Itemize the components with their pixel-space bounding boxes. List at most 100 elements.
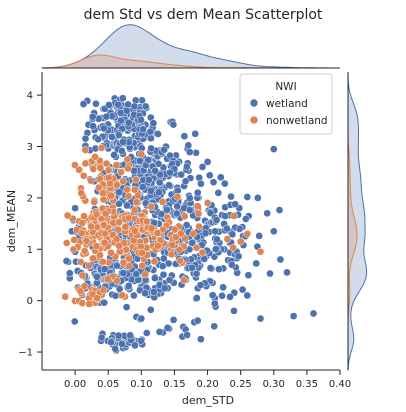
point-wetland	[137, 336, 145, 345]
point-wetland	[276, 255, 285, 264]
legend: NWI wetland nonwetland	[239, 73, 333, 135]
axes	[41, 67, 349, 371]
point-nonwetland	[99, 221, 108, 229]
point-wetland	[100, 298, 109, 307]
point-wetland	[169, 120, 178, 129]
right-density-wetland	[347, 71, 368, 371]
point-wetland	[146, 305, 155, 314]
point-wetland	[227, 192, 235, 201]
point-wetland	[154, 188, 163, 197]
point-wetland	[188, 263, 196, 272]
point-wetland	[126, 331, 135, 340]
point-nonwetland	[107, 191, 116, 200]
point-nonwetland	[170, 225, 179, 234]
point-nonwetland	[123, 185, 131, 194]
point-wetland	[130, 102, 139, 111]
point-nonwetland	[194, 209, 203, 218]
point-wetland	[210, 322, 219, 331]
point-wetland	[135, 156, 144, 165]
point-wetland	[160, 284, 169, 293]
point-wetland	[263, 209, 272, 218]
point-nonwetland	[98, 189, 107, 198]
point-nonwetland	[132, 198, 141, 206]
x-tick-label: 0.40	[329, 379, 351, 390]
point-wetland	[256, 314, 265, 323]
point-nonwetland	[124, 164, 132, 173]
point-nonwetland	[123, 155, 132, 164]
point-wetland	[118, 94, 127, 103]
point-wetland	[147, 144, 155, 153]
point-wetland	[215, 265, 223, 274]
top-marginal-density	[41, 24, 340, 69]
point-wetland	[122, 303, 131, 311]
point-wetland	[147, 134, 155, 143]
point-nonwetland	[150, 257, 159, 266]
point-wetland	[192, 269, 201, 278]
point-wetland	[211, 245, 220, 253]
point-wetland	[145, 175, 153, 184]
point-nonwetland	[168, 241, 177, 249]
point-wetland	[197, 179, 205, 188]
point-nonwetland	[193, 202, 202, 211]
point-nonwetland	[176, 256, 185, 265]
point-wetland	[131, 341, 139, 350]
point-nonwetland	[80, 247, 89, 255]
point-wetland	[97, 333, 106, 342]
point-nonwetland	[158, 197, 167, 206]
point-nonwetland	[131, 175, 140, 184]
point-wetland	[206, 264, 215, 272]
point-wetland	[142, 329, 151, 337]
point-wetland	[255, 232, 264, 240]
x-axis-ticks: 0.00 0.05 0.10 0.15 0.20 0.25 0.30 0.35 0.40	[64, 370, 351, 390]
point-wetland	[71, 204, 79, 213]
point-wetland	[154, 130, 162, 138]
point-nonwetland	[84, 261, 93, 270]
point-wetland	[107, 338, 115, 346]
point-nonwetland	[104, 166, 113, 175]
point-wetland	[155, 178, 164, 187]
point-nonwetland	[192, 243, 201, 252]
point-wetland	[243, 193, 252, 201]
point-wetland	[160, 145, 169, 154]
point-nonwetland	[131, 227, 139, 235]
point-nonwetland	[147, 224, 156, 233]
point-nonwetland	[130, 185, 139, 194]
point-wetland	[94, 135, 102, 144]
point-nonwetland	[175, 245, 184, 254]
point-wetland	[123, 201, 131, 210]
point-wetland	[124, 118, 133, 127]
scatter-points	[61, 94, 318, 355]
point-nonwetland	[180, 212, 189, 221]
point-nonwetland	[180, 276, 188, 284]
y-tick-label: 1	[27, 245, 33, 256]
point-wetland	[130, 291, 138, 300]
point-wetland	[118, 340, 126, 348]
point-nonwetland	[86, 176, 95, 185]
point-wetland	[70, 317, 79, 326]
point-wetland	[235, 225, 244, 233]
point-nonwetland	[112, 161, 121, 170]
point-wetland	[115, 199, 123, 208]
point-nonwetland	[92, 210, 101, 219]
point-wetland	[220, 179, 229, 188]
point-nonwetland	[61, 292, 70, 301]
point-wetland	[228, 230, 237, 239]
point-nonwetland	[223, 235, 232, 243]
point-wetland	[163, 323, 172, 332]
point-wetland	[114, 100, 122, 109]
point-nonwetland	[96, 251, 104, 260]
point-nonwetland	[81, 146, 90, 154]
point-nonwetland	[236, 237, 245, 246]
point-nonwetland	[79, 171, 88, 180]
point-nonwetland	[137, 150, 146, 159]
point-wetland	[113, 261, 121, 270]
point-wetland	[180, 132, 189, 141]
point-nonwetland	[85, 300, 94, 308]
point-nonwetland	[101, 209, 110, 218]
scatter-plot-area	[61, 94, 318, 355]
point-wetland	[210, 299, 219, 308]
point-wetland	[252, 259, 261, 268]
point-wetland	[132, 270, 141, 279]
point-wetland	[266, 269, 274, 278]
